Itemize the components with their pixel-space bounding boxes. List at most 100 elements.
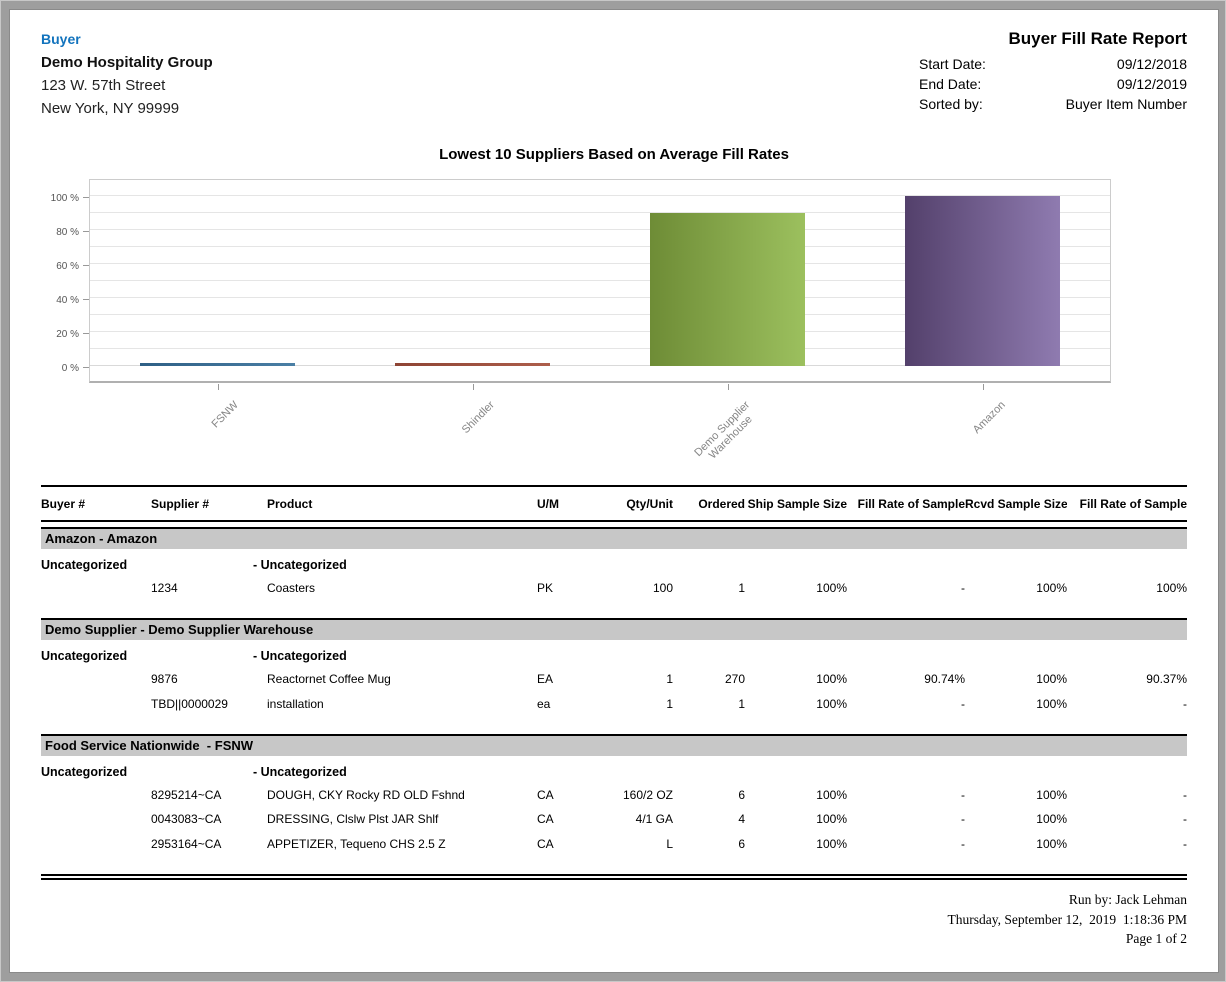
gridline <box>90 331 1110 333</box>
section-header-bar: Amazon - Amazon <box>41 526 1187 549</box>
rcvd-sample-size-cell: 100% <box>1036 696 1067 711</box>
spacer-cell <box>529 765 591 780</box>
spacer-cell <box>529 649 591 664</box>
category-row: Uncategorized - Uncategorized <box>41 640 1187 667</box>
x-axis-tick <box>217 384 219 391</box>
ordered-cell: 6 <box>738 788 745 802</box>
report-page: Buyer Demo Hospitality Group 123 W. 57th… <box>9 9 1219 973</box>
buyer-num-cell <box>41 812 151 826</box>
spacer-cell <box>151 649 267 664</box>
y-axis-tick <box>83 197 89 199</box>
chart-title: Lowest 10 Suppliers Based on Average Fil… <box>439 146 789 164</box>
supplier-num-cell: TBD||0000029 <box>151 696 228 711</box>
buyer-num-cell <box>41 788 151 802</box>
supplier-section: Amazon - Amazon Uncategorized - Uncategori… <box>41 526 1187 613</box>
category-label-left: Uncategorized <box>41 557 128 572</box>
spacer-cell <box>1067 558 1187 573</box>
spacer-cell <box>673 765 745 780</box>
spacer-cell <box>847 649 965 664</box>
meta-row: Sorted by: Buyer Item Number <box>919 95 1187 115</box>
spacer-cell <box>151 765 267 780</box>
bar-amazon <box>905 196 1060 367</box>
gridline <box>90 212 1110 214</box>
gridline <box>90 263 1110 265</box>
product-cell: DOUGH, CKY Rocky RD OLD Fshnd <box>267 788 465 802</box>
x-axis-tick <box>982 384 984 391</box>
column-header: U/M <box>537 497 559 512</box>
column-header: Qty/Unit <box>626 497 673 512</box>
supplier-num-cell: 9876 <box>151 672 178 687</box>
address-line-1: 123 W. 57th Street <box>41 76 166 94</box>
gridline <box>90 297 1110 299</box>
column-header: Fill Rate of Sample <box>1079 497 1187 512</box>
y-axis-tick <box>83 367 89 369</box>
product-cell: Coasters <box>267 580 316 595</box>
fill-rate-rcvd-cell: 90.37% <box>1146 672 1187 687</box>
um-cell: CA <box>537 788 554 802</box>
ship-sample-size-cell: 100% <box>816 788 847 802</box>
table-row: 8295214~CA DOUGH, CKY Rocky RD OLD Fshnd C… <box>41 783 1187 807</box>
ordered-cell: 1 <box>738 580 745 595</box>
gridline <box>90 314 1110 316</box>
start-date-value: 09/12/2018 <box>1116 56 1187 72</box>
gridline <box>90 348 1110 350</box>
y-axis-tick <box>83 265 89 267</box>
category-row: Uncategorized - Uncategorized <box>41 549 1187 576</box>
fill-rate-rcvd-cell: - <box>1183 788 1187 802</box>
category-label: Shindler <box>459 399 497 437</box>
y-axis-tick <box>83 299 89 301</box>
ordered-cell: 4 <box>738 812 745 827</box>
meta-row: End Date: 09/12/2019 <box>919 75 1187 95</box>
bar-shindler <box>395 363 550 367</box>
gridline <box>90 280 1110 282</box>
section-header-bar: Food Service Nationwide - FSNW <box>41 734 1187 756</box>
report-meta-block: Buyer Fill Rate Report Start Date: 09/12… <box>919 29 1187 115</box>
y-axis-tick-label: 80 % <box>56 227 79 239</box>
fill-rate-rcvd-cell: - <box>1183 812 1187 827</box>
company-name: Demo Hospitality Group <box>41 53 213 71</box>
y-axis-tick-label: 0 % <box>61 363 79 375</box>
ship-sample-size-cell: 100% <box>816 696 847 711</box>
x-axis-tick <box>727 384 729 391</box>
spacer-cell <box>591 558 673 573</box>
y-axis-tick <box>83 231 89 233</box>
footer-datetime: Thursday, September 12, 2019 1:18:36 PM <box>947 911 1187 927</box>
spacer-cell <box>965 558 1067 573</box>
chart-x-axis-labels: FSNW Shindler Demo Supplier Warehouse Amazo… <box>89 383 1111 477</box>
end-date-label: End Date: <box>919 75 982 92</box>
um-cell: EA <box>537 672 554 687</box>
gridline <box>90 195 1110 197</box>
spacer-cell <box>1067 649 1187 664</box>
product-cell: installation <box>267 696 324 711</box>
spacer-cell <box>745 765 847 780</box>
rcvd-sample-size-cell: 100% <box>1036 836 1067 851</box>
um-cell: CA <box>537 812 554 827</box>
column-header: Fill Rate of Sample <box>857 497 965 512</box>
fill-rate-table: Buyer # Supplier # Product U/M Qty/Unit Order… <box>41 485 1187 881</box>
fill-rate-ship-cell: - <box>961 812 965 827</box>
rcvd-sample-size-cell: 100% <box>1036 788 1067 802</box>
chart-y-axis: 0 % 20 % 40 % 60 % 80 % 100 % <box>41 179 89 383</box>
fill-rate-ship-cell: - <box>961 580 965 595</box>
column-header: Buyer # <box>41 497 86 512</box>
meta-row: Start Date: 09/12/2018 <box>919 55 1187 75</box>
category-label-right: - Uncategorized <box>253 557 347 572</box>
table-row: 1234 Coasters PK 100 1 100% - 100% 100% <box>41 576 1187 600</box>
table-body: Amazon - Amazon Uncategorized - Uncategori… <box>41 526 1187 869</box>
section-header-bar: Demo Supplier - Demo Supplier Warehouse <box>41 618 1187 641</box>
bar-fsnw <box>140 363 295 367</box>
gridline <box>90 229 1110 231</box>
footer-page-number: Page 1 of 2 <box>1125 931 1187 947</box>
spacer-cell <box>1067 765 1187 780</box>
category-label-left: Uncategorized <box>41 765 128 779</box>
address-line-2: New York, NY 99999 <box>41 100 180 118</box>
y-axis-tick-label: 100 % <box>50 193 79 205</box>
column-header: Rcvd Sample Size <box>965 497 1067 512</box>
spacer-cell <box>591 765 673 780</box>
report-title: Buyer Fill Rate Report <box>1008 29 1187 48</box>
category-label: Amazon <box>970 399 1008 437</box>
spacer-cell <box>847 765 965 780</box>
fill-rate-ship-cell: 90.74% <box>924 672 965 687</box>
ship-sample-size-cell: 100% <box>816 580 847 595</box>
supplier-section: Food Service Nationwide - FSNW Uncategori… <box>41 734 1187 869</box>
